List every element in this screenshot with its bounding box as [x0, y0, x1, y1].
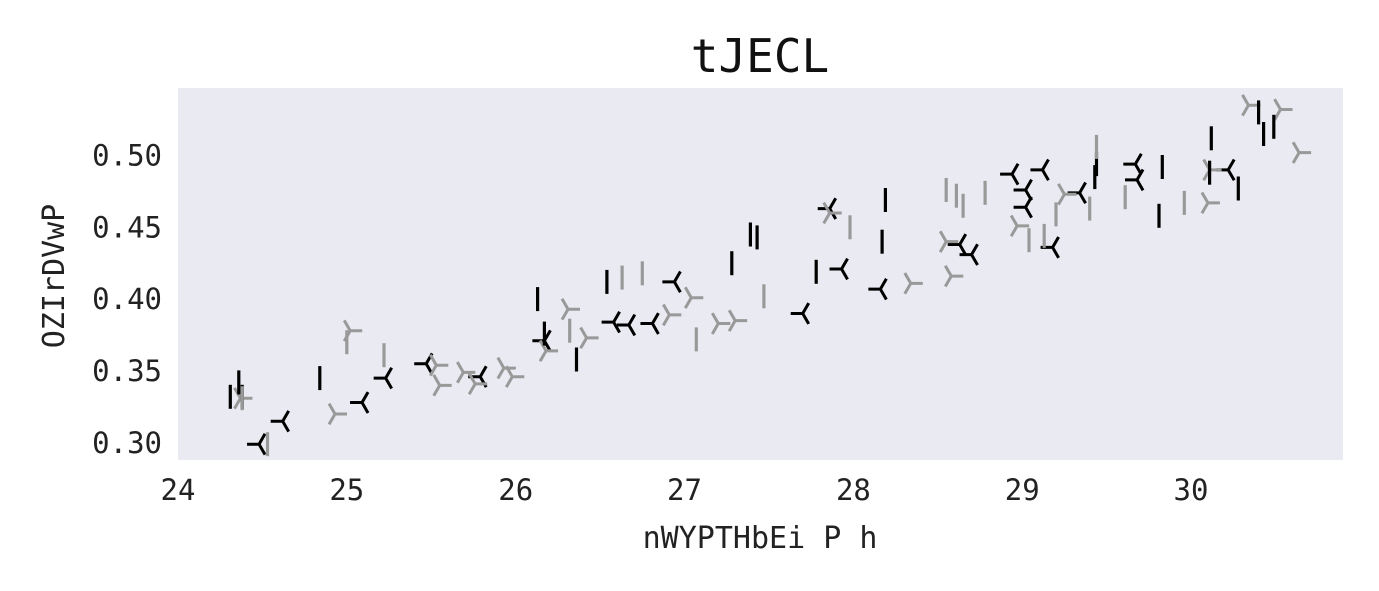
tri-right-marker [538, 339, 559, 362]
tri-left-marker [790, 302, 811, 325]
tri-right-marker [467, 372, 488, 396]
tri-right-marker [560, 298, 581, 321]
x-tick-label: 25 [329, 473, 364, 507]
tri-right-marker [456, 361, 476, 384]
tri-right-marker [579, 326, 599, 350]
tri-left-marker [959, 243, 979, 266]
tri-left-marker [868, 277, 888, 301]
tri-right-marker [505, 365, 525, 388]
tri-right-marker [1273, 98, 1293, 121]
tri-left-marker [1000, 163, 1020, 186]
x-tick-label: 30 [1174, 473, 1209, 507]
y-tick-label: 0.45 [92, 210, 162, 244]
tri-right-marker [327, 402, 348, 426]
tri-left-marker [247, 433, 267, 456]
chart-title: tJECL [691, 29, 829, 83]
tri-left-marker [640, 312, 660, 335]
x-axis-ticks: 24 25 26 27 28 29 30 [161, 473, 1209, 507]
tri-left-marker [1013, 196, 1033, 219]
tri-right-marker [938, 230, 959, 253]
tri-left-marker [829, 257, 849, 281]
tri-left-marker [616, 313, 637, 337]
tri-left-marker [373, 366, 393, 390]
x-tick-label: 29 [1005, 473, 1040, 507]
y-axis-ticks: 0.30 0.35 0.40 0.45 0.50 [92, 139, 162, 460]
y-tick-label: 0.50 [92, 139, 162, 173]
y-tick-label: 0.40 [92, 282, 162, 316]
tri-right-marker [822, 201, 842, 225]
y-tick-label: 0.30 [92, 426, 162, 460]
x-tick-label: 27 [667, 473, 702, 507]
tri-right-marker [727, 309, 748, 332]
tri-right-marker [432, 374, 452, 397]
tri-left-marker [662, 270, 682, 294]
x-tick-label: 28 [836, 473, 871, 507]
tri-left-marker [350, 391, 370, 414]
plot-area [178, 88, 1343, 460]
tri-right-marker [662, 303, 682, 327]
tri-left-marker [601, 310, 621, 334]
y-axis-label: OZIrDVwP [37, 204, 72, 349]
data-markers [228, 94, 1312, 457]
tri-right-marker [903, 272, 923, 295]
tri-right-marker [1057, 183, 1077, 206]
tri-right-marker [1291, 141, 1312, 164]
tri-right-marker [1200, 191, 1220, 215]
tri-right-marker [1009, 214, 1030, 238]
tri-right-marker [710, 312, 731, 335]
x-axis-label: nWYPTHbEi P h [643, 521, 878, 556]
tri-left-marker [1040, 236, 1060, 259]
tri-right-marker [943, 265, 964, 288]
tri-left-marker [1030, 158, 1050, 182]
tri-left-marker [1125, 168, 1145, 192]
tri-left-marker [270, 410, 290, 433]
x-tick-label: 26 [498, 473, 533, 507]
tri-right-marker [683, 286, 704, 309]
y-tick-label: 0.35 [92, 354, 162, 388]
x-tick-label: 24 [161, 473, 196, 507]
tri-right-marker [429, 354, 449, 377]
